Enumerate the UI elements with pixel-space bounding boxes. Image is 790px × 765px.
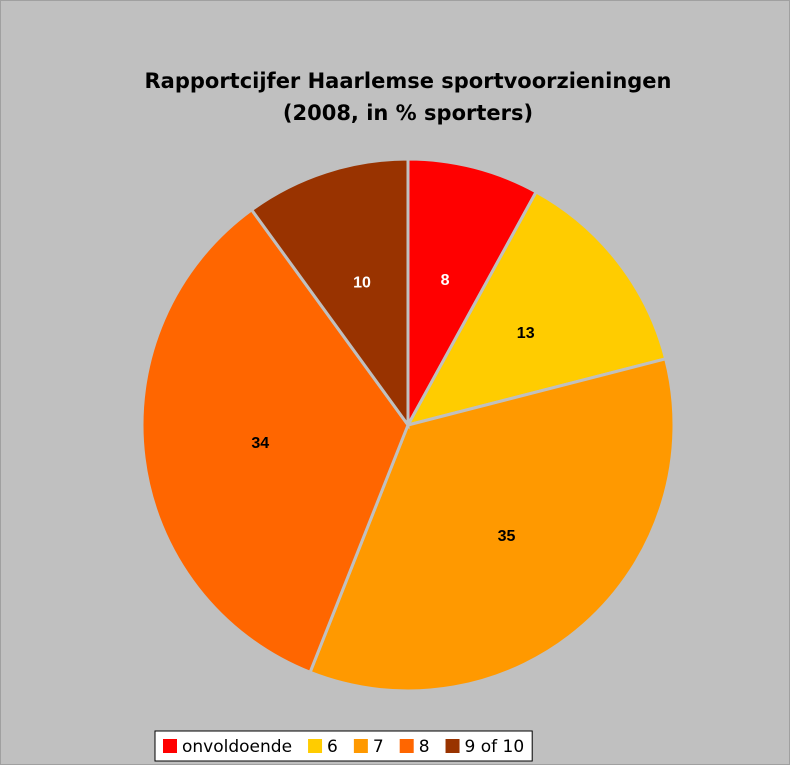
legend-swatch [163,739,177,753]
data-label: 10 [353,275,371,292]
legend-label: 6 [327,737,338,757]
legend-label: onvoldoende [182,737,292,757]
legend-swatch [399,739,414,753]
legend-swatch [353,739,368,753]
legend-swatch [445,739,460,753]
legend-label: 9 of 10 [465,737,525,757]
chart-title: Rapportcijfer Haarlemse sportvoorziening… [144,69,671,93]
pie-slice [249,157,410,430]
legend-swatch [308,739,323,753]
data-label: 13 [517,325,535,342]
legend [154,730,533,762]
chart-subtitle: (2008, in % sporters) [283,101,533,125]
legend-label: 7 [373,737,384,757]
pie-slice [308,357,676,693]
pie-slice [406,157,539,426]
pie: 8 13 35 34 10 [140,157,676,693]
legend-label: 8 [419,737,430,757]
pie-slice [140,207,410,675]
pie-slice [405,189,668,428]
data-label: 35 [498,528,516,545]
legend-items: onvoldoende 6 7 8 9 of 10 [163,737,524,757]
data-label: 34 [251,435,269,452]
data-label: 8 [441,272,450,289]
